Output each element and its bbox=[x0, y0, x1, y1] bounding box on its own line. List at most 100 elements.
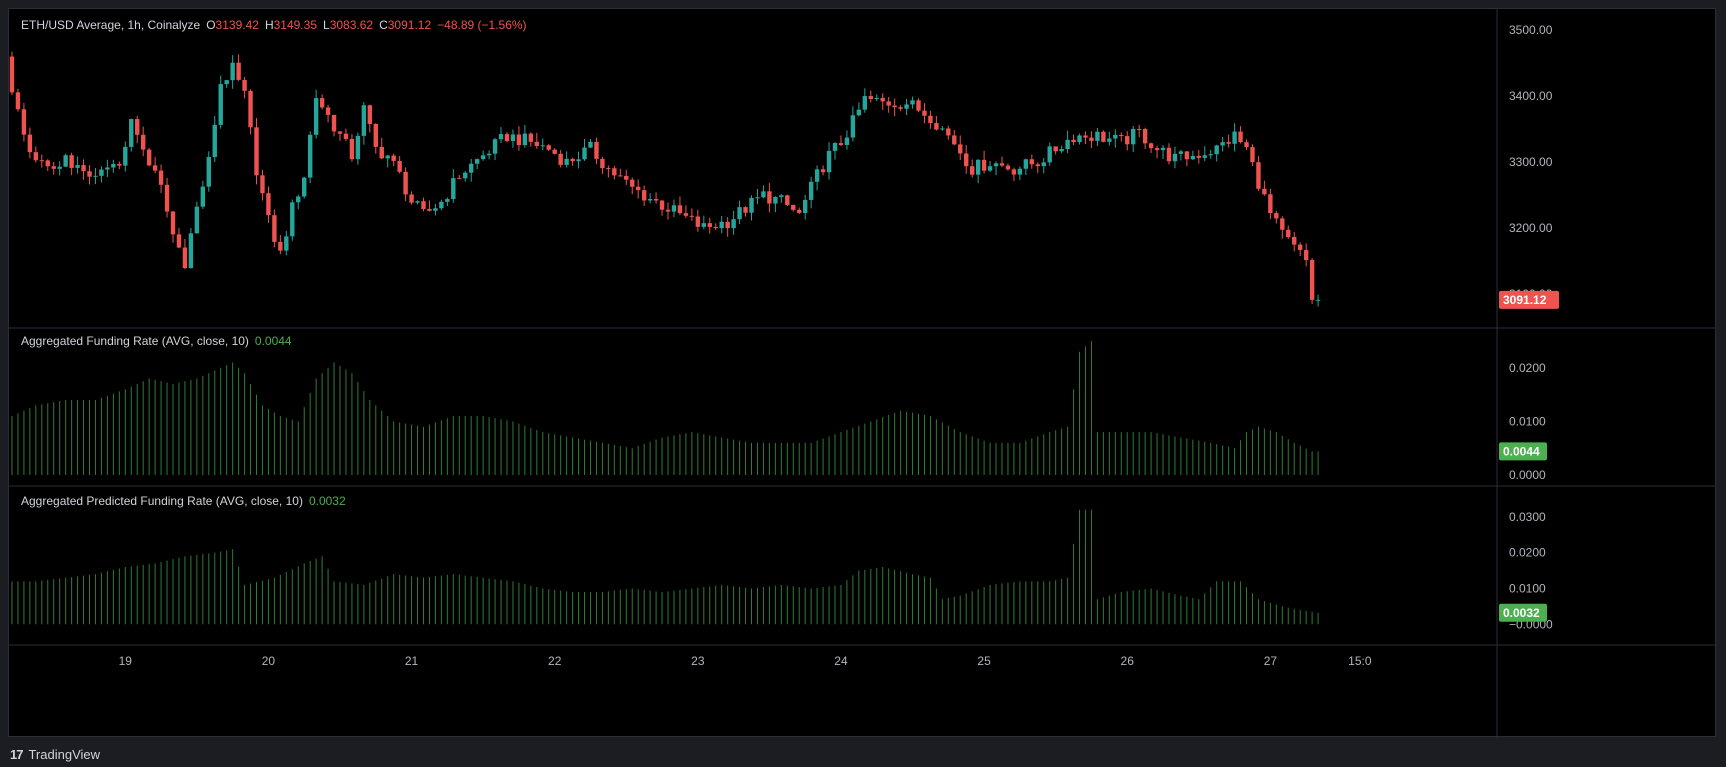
candle-body bbox=[940, 128, 945, 130]
funding-value-tag-text: 0.0044 bbox=[1503, 444, 1540, 458]
candle-body bbox=[695, 216, 701, 227]
candle-body bbox=[737, 207, 742, 220]
candle-body bbox=[874, 97, 879, 100]
candle-body bbox=[1286, 229, 1291, 237]
candle-body bbox=[1226, 142, 1231, 144]
candle-body bbox=[1083, 135, 1088, 138]
candle-body bbox=[606, 168, 611, 170]
candle-body bbox=[534, 141, 540, 146]
candle-body bbox=[355, 135, 361, 160]
candle-body bbox=[1077, 135, 1082, 143]
candle-body bbox=[367, 105, 373, 124]
candle-body bbox=[290, 202, 295, 237]
candle-body bbox=[105, 167, 110, 170]
candle-body bbox=[349, 138, 355, 160]
price-pane bbox=[9, 51, 1321, 307]
candle-body bbox=[1220, 142, 1225, 146]
candle-body bbox=[826, 150, 832, 173]
candle-body bbox=[313, 98, 319, 135]
candle-body bbox=[922, 110, 927, 116]
candle-body bbox=[1059, 149, 1064, 152]
open-label: O bbox=[206, 18, 216, 32]
candle-body bbox=[302, 177, 307, 197]
candle-body bbox=[665, 209, 671, 212]
chart-canvas[interactable]: 3500.003400.003300.003200.003100.003091.… bbox=[9, 9, 1717, 738]
time-axis-tick: 19 bbox=[119, 654, 133, 668]
candle-body bbox=[808, 181, 814, 200]
candle-body bbox=[158, 170, 164, 185]
tradingview-logo-icon[interactable]: 17 bbox=[10, 746, 24, 762]
candle-body bbox=[397, 160, 402, 172]
funding-axis-tick: 0.0100 bbox=[1509, 414, 1546, 428]
candle-body bbox=[260, 175, 265, 194]
candle-body bbox=[1238, 131, 1243, 143]
candle-body bbox=[1166, 147, 1172, 162]
candle-body bbox=[1029, 159, 1035, 165]
candle-body bbox=[791, 204, 796, 210]
candle-body bbox=[1274, 213, 1279, 219]
funding-legend: Aggregated Funding Rate (AVG, close, 10)… bbox=[21, 334, 298, 348]
funding-indicator-name[interactable]: Aggregated Funding Rate (AVG, close, 10) bbox=[21, 334, 249, 348]
candle-body bbox=[146, 149, 152, 166]
axes: 3500.003400.003300.003200.003100.003091.… bbox=[9, 9, 1715, 738]
candle-body bbox=[612, 168, 617, 176]
candle-body bbox=[492, 139, 498, 154]
candle-body bbox=[755, 197, 760, 199]
candle-body bbox=[844, 137, 850, 145]
price-axis-tick: 3400.00 bbox=[1509, 89, 1553, 103]
candle-body bbox=[445, 199, 450, 202]
chart-frame[interactable]: 3500.003400.003300.003200.003100.003091.… bbox=[8, 8, 1717, 738]
candle-body bbox=[254, 127, 259, 176]
brand-label[interactable]: TradingView bbox=[28, 746, 101, 762]
candle-body bbox=[331, 114, 337, 132]
price-legend: ETH/USD Average, 1h, Coinalyze O3139.42 H3… bbox=[21, 18, 533, 32]
candle-body bbox=[964, 153, 969, 167]
time-axis-tick: 23 bbox=[691, 654, 705, 668]
candle-body bbox=[99, 169, 104, 176]
candle-body bbox=[474, 159, 480, 164]
candle-body bbox=[546, 145, 551, 150]
candle-body bbox=[653, 198, 659, 201]
candle-body bbox=[421, 201, 426, 209]
candle-body bbox=[743, 207, 748, 213]
price-axis-tick: 3300.00 bbox=[1509, 155, 1553, 169]
candle-body bbox=[1017, 168, 1023, 175]
candle-body bbox=[1309, 259, 1315, 300]
candle-body bbox=[1107, 138, 1112, 142]
candle-body bbox=[600, 158, 605, 169]
predicted-indicator-name[interactable]: Aggregated Predicted Funding Rate (AVG, … bbox=[21, 494, 303, 508]
candle-body bbox=[117, 163, 122, 166]
candle-body bbox=[594, 141, 599, 159]
candle-body bbox=[1244, 142, 1249, 148]
candle-body bbox=[1148, 143, 1154, 149]
candle-body bbox=[630, 179, 635, 187]
candle-body bbox=[379, 146, 384, 159]
candle-body bbox=[135, 119, 140, 135]
symbol-label[interactable]: ETH/USD Average, 1h, Coinalyze bbox=[21, 18, 201, 32]
candle-body bbox=[194, 206, 200, 234]
candle-body bbox=[552, 149, 557, 154]
candle-body bbox=[224, 80, 229, 85]
time-axis-tick: 27 bbox=[1264, 654, 1278, 668]
candle-body bbox=[904, 104, 909, 109]
candle-body bbox=[1178, 151, 1184, 154]
candle-body bbox=[284, 236, 289, 251]
candle-body bbox=[415, 201, 420, 203]
candle-body bbox=[1065, 139, 1070, 150]
candle-body bbox=[993, 163, 999, 167]
candle-body bbox=[57, 166, 62, 169]
low-value: 3083.62 bbox=[329, 18, 374, 32]
candle-body bbox=[1303, 250, 1309, 260]
candle-body bbox=[713, 227, 718, 229]
candle-body bbox=[33, 152, 39, 161]
candle-body bbox=[1292, 236, 1297, 245]
candle-body bbox=[862, 96, 868, 110]
candle-body bbox=[880, 97, 885, 102]
last-price-tag bbox=[1499, 290, 1559, 309]
candle-body bbox=[129, 119, 134, 147]
candle-body bbox=[773, 196, 778, 204]
candle-body bbox=[647, 198, 653, 201]
candle-body bbox=[1011, 169, 1017, 175]
predicted-pane bbox=[11, 509, 1319, 625]
candle-body bbox=[337, 131, 343, 134]
